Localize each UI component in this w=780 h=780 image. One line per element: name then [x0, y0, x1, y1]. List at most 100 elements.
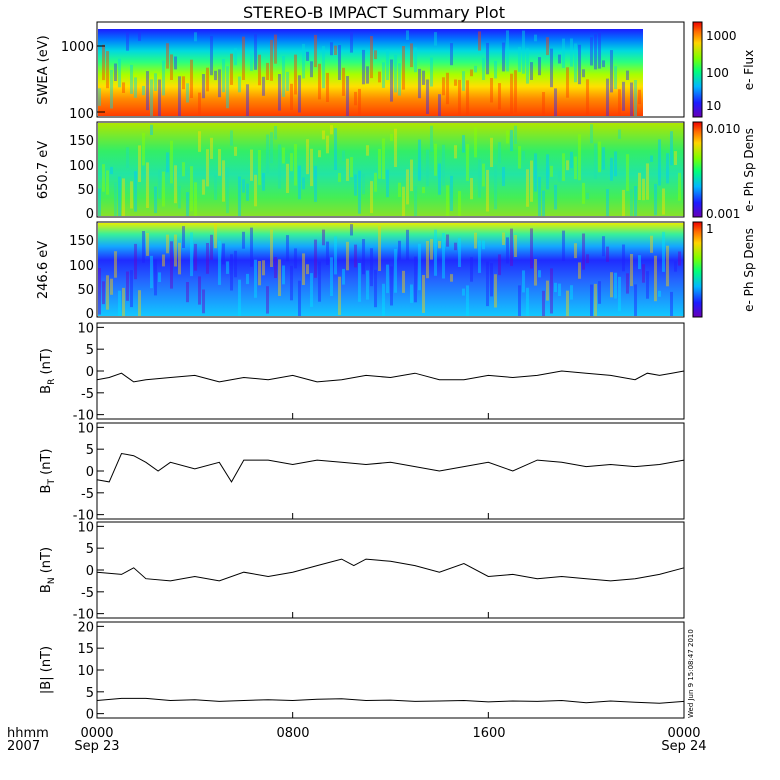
- spectrogram-streak: [334, 45, 337, 55]
- spectrogram-streak: [342, 67, 345, 96]
- spectrogram-streak: [662, 231, 665, 272]
- spectrogram-streak: [610, 157, 613, 181]
- spectrogram-streak: [598, 141, 601, 173]
- spectrogram-streak: [666, 153, 669, 184]
- field-panel-5: 10 5 0 -5 -10 BN (nT): [39, 520, 685, 623]
- spectrogram-streak: [206, 67, 209, 92]
- spectrogram-streak: [146, 71, 149, 111]
- p650-colorbar: [692, 121, 703, 218]
- spectrogram-streak: [282, 265, 285, 285]
- spectrogram-streak: [458, 191, 461, 216]
- spectrogram-streak: [522, 30, 525, 74]
- spectrogram-streak: [534, 153, 537, 192]
- spectrogram-streak: [198, 276, 201, 305]
- y-tick-label: -10: [73, 509, 94, 524]
- spectrogram-streak: [114, 251, 117, 278]
- spectrogram-streak: [130, 181, 133, 209]
- spectrogram-streak: [262, 173, 265, 191]
- spectrogram-streak: [502, 167, 505, 186]
- spectrogram-streak: [126, 271, 129, 301]
- spectrogram-streak: [294, 248, 297, 269]
- spectrogram-streak: [174, 234, 177, 267]
- spectrogram-streak: [578, 262, 581, 279]
- spectrogram-streak: [322, 130, 325, 140]
- spectrogram-streak: [466, 144, 469, 181]
- spectrogram-streak: [210, 36, 213, 76]
- spectrogram-streak: [674, 261, 677, 272]
- spectrogram-streak: [382, 62, 385, 88]
- spectrogram-streak: [270, 132, 273, 164]
- axis-row-label-year: 2007: [7, 739, 40, 754]
- spectrogram-streak: [122, 178, 125, 216]
- spectrogram-streak: [610, 272, 613, 298]
- spectrogram-streak: [642, 178, 645, 201]
- swea-ytick-100: 100: [69, 107, 94, 122]
- spectrogram-streak: [598, 281, 601, 304]
- spectrogram-streak: [182, 226, 185, 248]
- spectrogram-streak: [326, 135, 329, 154]
- spectrogram-streak: [318, 261, 321, 302]
- spectrogram-streak: [502, 42, 505, 72]
- spectrogram-streak: [578, 134, 581, 181]
- spectrogram-streak: [170, 54, 173, 80]
- spectrogram-streak: [266, 62, 269, 80]
- spectrogram-streak: [130, 270, 133, 308]
- spectrogram-streak: [530, 228, 533, 269]
- spectrogram-streak: [286, 235, 289, 262]
- spectrogram-streak: [258, 261, 261, 286]
- spectrogram-streak: [498, 83, 501, 110]
- y-tick-label: -10: [73, 409, 94, 424]
- spectrogram-streak: [558, 54, 561, 64]
- spectrogram-streak: [318, 63, 321, 100]
- spectrogram-streak: [374, 172, 377, 192]
- spectrogram-streak: [606, 246, 609, 262]
- spectrogram-streak: [470, 257, 473, 282]
- spectrogram-streak: [382, 138, 385, 180]
- spectrogram-streak: [250, 53, 253, 71]
- spectrogram-streak: [150, 124, 153, 135]
- spectrogram-streak: [126, 32, 129, 51]
- swea-frame: [96, 21, 685, 118]
- spectrogram-streak: [514, 235, 517, 257]
- p246-colorbar: [692, 221, 703, 318]
- x-date-end: Sep 24: [661, 739, 706, 754]
- field-panel-frame: [96, 621, 685, 719]
- spectrogram-streak: [362, 174, 365, 195]
- spectrogram-streak: [166, 43, 169, 69]
- spectrogram-streak: [270, 229, 273, 267]
- spectrogram-streak: [134, 243, 137, 280]
- spectrogram-streak: [642, 264, 645, 283]
- spectrogram-streak: [502, 232, 505, 245]
- x-tick-0800: 0800: [276, 726, 309, 741]
- spectrogram-streak: [654, 255, 657, 302]
- spectrogram-streak: [526, 48, 529, 84]
- spectrogram-streak: [386, 264, 389, 294]
- spectrogram-streak: [262, 260, 265, 276]
- spectrogram-streak: [350, 32, 353, 53]
- spectrogram-streak: [378, 148, 381, 179]
- spectrogram-streak: [626, 70, 629, 80]
- spectrogram-streak: [122, 287, 125, 316]
- spectrogram-streak: [390, 266, 393, 306]
- spectrogram-streak: [430, 125, 433, 152]
- spectrogram-streak: [270, 39, 273, 81]
- axis-row-label-hhmm: hhmm: [7, 726, 49, 741]
- spectrogram-streak: [198, 92, 201, 116]
- spectrogram-streak: [118, 290, 121, 316]
- spectrogram-streak: [290, 265, 293, 301]
- spectrogram-streak: [470, 178, 473, 200]
- spectrogram-streak: [162, 60, 165, 96]
- p650-texture: [98, 124, 681, 216]
- spectrogram-streak: [190, 232, 193, 277]
- spectrogram-streak: [518, 285, 521, 316]
- spectrogram-streak: [466, 80, 469, 116]
- spectrogram-streak: [158, 79, 161, 116]
- spectrogram-streak: [514, 70, 517, 113]
- spectrogram-streak: [150, 79, 153, 116]
- spectrogram-streak: [402, 46, 405, 90]
- spectrogram-streak: [98, 188, 101, 216]
- p650-cb-tick-top: 0.010: [706, 122, 740, 136]
- spectrogram-streak: [302, 253, 305, 285]
- p650-ylabel: 650.7 eV: [36, 141, 51, 199]
- spectrogram-streak: [522, 151, 525, 161]
